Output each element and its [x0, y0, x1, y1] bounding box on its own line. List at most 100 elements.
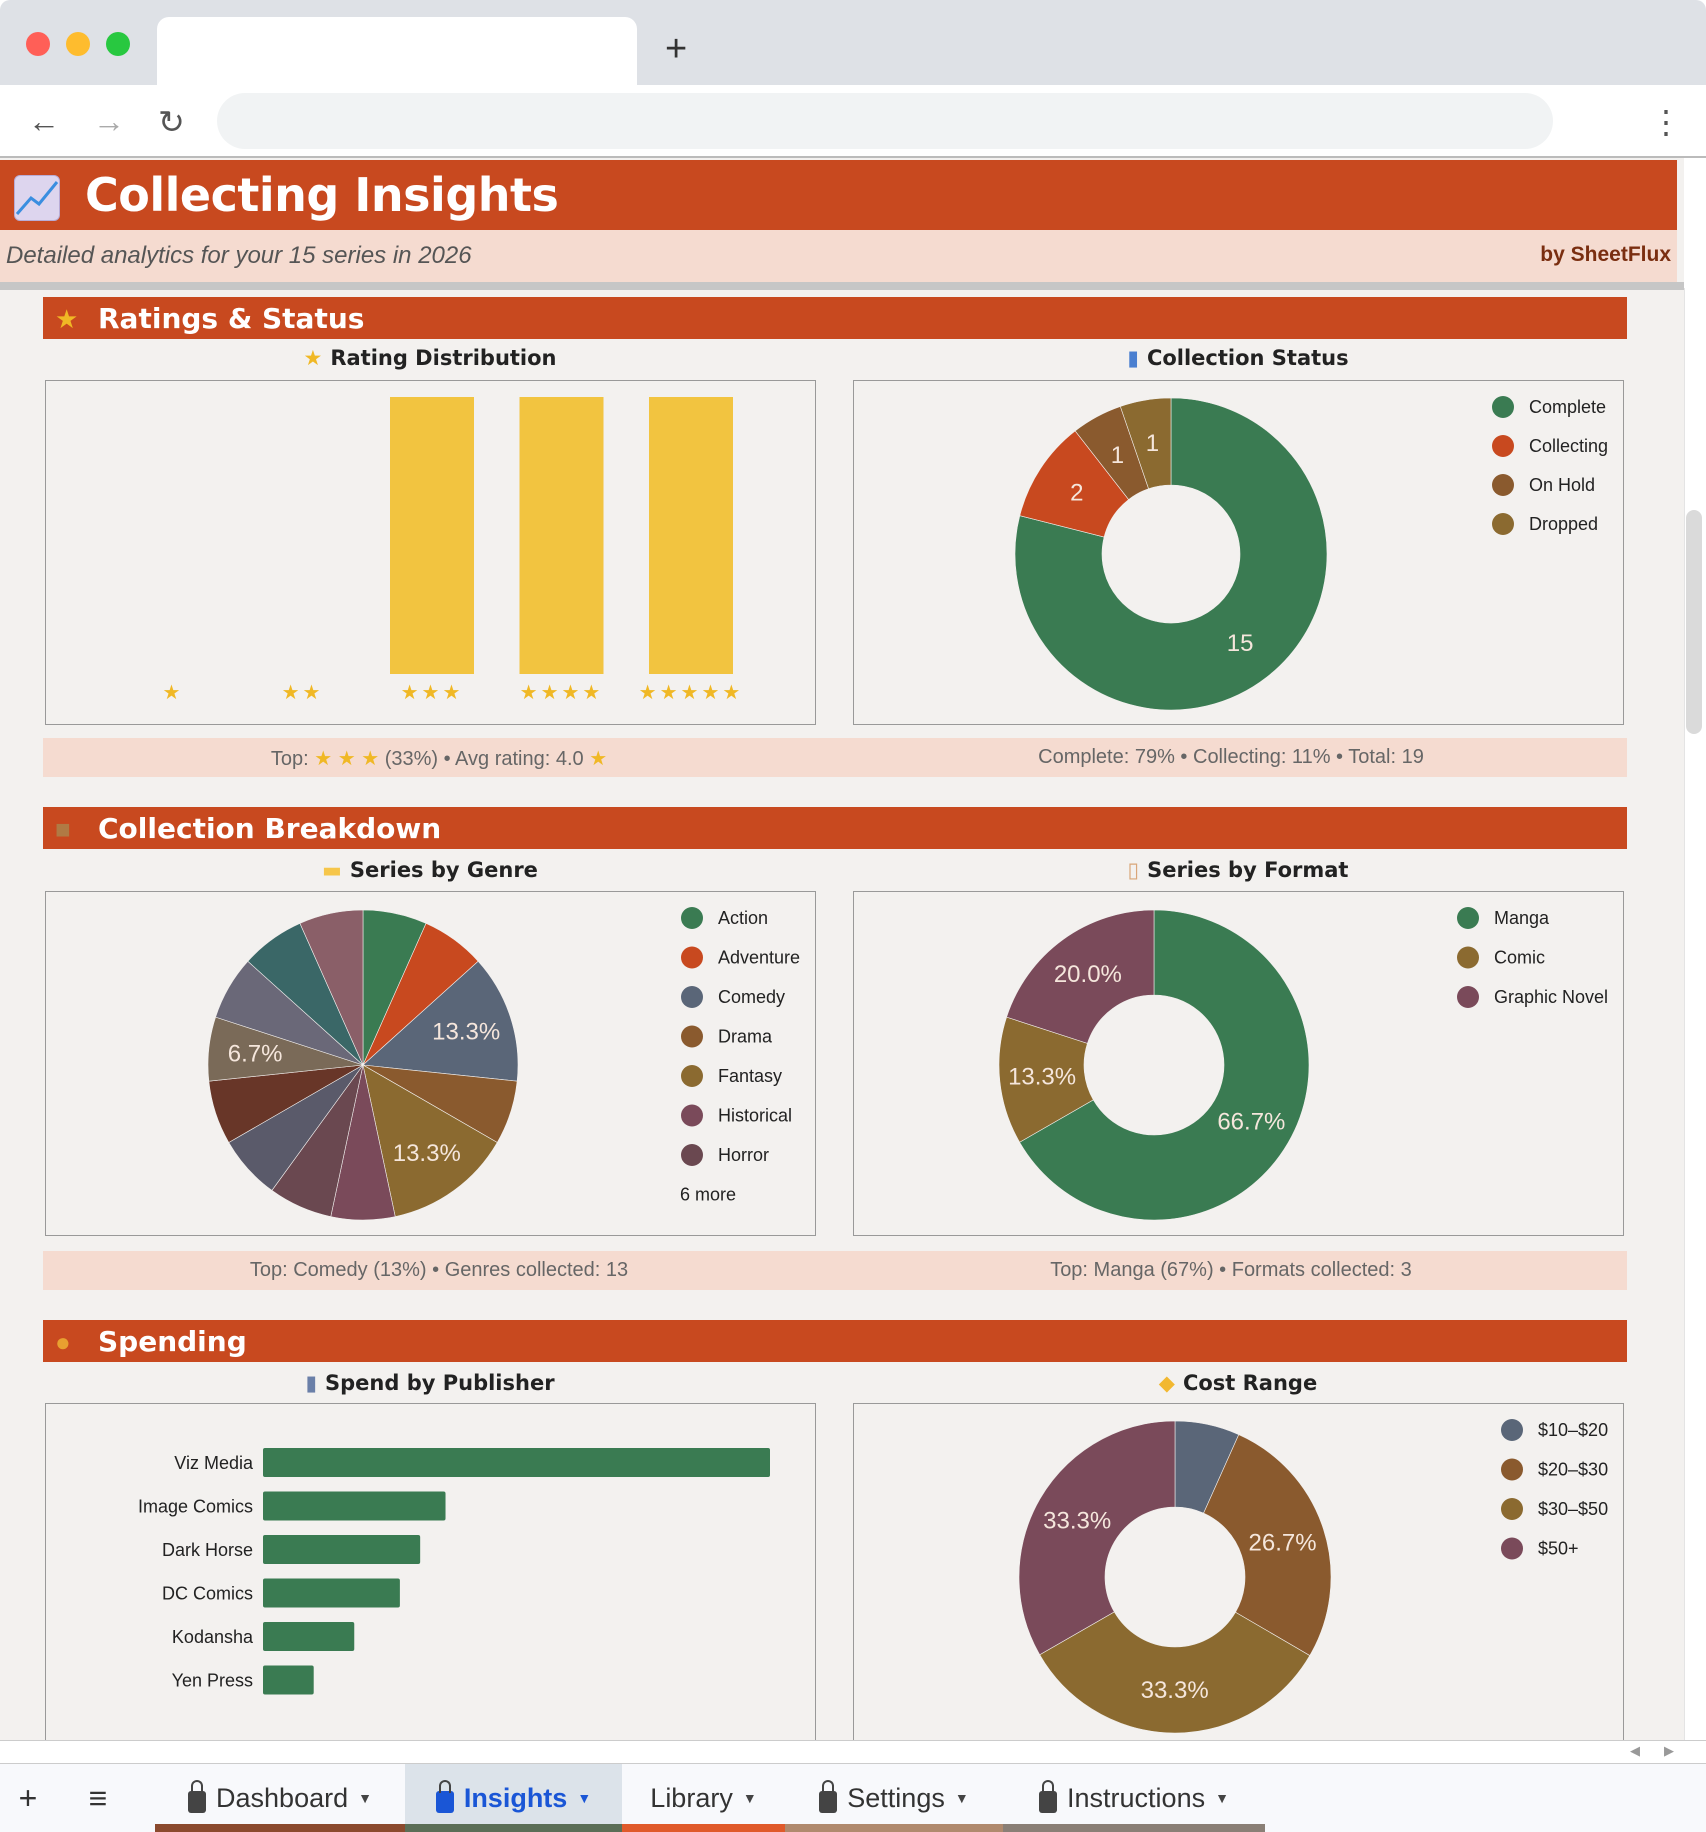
chart-title-text: Rating Distribution: [330, 346, 557, 370]
legend-label: $20–$30: [1538, 1460, 1608, 1480]
browser-menu-button[interactable]: ⋮: [1650, 104, 1682, 140]
legend-label: $50+: [1538, 1539, 1579, 1559]
page-subtitle: Detailed analytics for your 15 series in…: [6, 242, 472, 269]
legend-dot: [1457, 986, 1479, 1008]
forward-button[interactable]: →: [93, 103, 125, 139]
bar: [263, 1578, 400, 1608]
slice: [1203, 1434, 1332, 1656]
legend-dot: [681, 907, 703, 929]
vertical-scrollbar[interactable]: [1684, 288, 1706, 1740]
data-label: 13.3%: [1008, 1064, 1076, 1091]
horizontal-scrollbar[interactable]: ◀ ▶: [0, 1740, 1706, 1764]
all-sheets-button[interactable]: ≡: [88, 1779, 108, 1816]
status-donut-chart: 15 2 1 1 Complete Collecting On Hold Dropped: [1014, 396, 1608, 711]
tab-dashboard[interactable]: Dashboard ▼: [155, 1764, 405, 1832]
y-tick-label: Kodansha: [172, 1627, 254, 1647]
tab-color-strip: [155, 1824, 405, 1832]
chart-title-cost: ◆ Cost Range: [853, 1371, 1623, 1395]
summary-bar-breakdown: Top: Comedy (13%) • Genres collected: 13…: [43, 1251, 1627, 1290]
data-label: 20.0%: [1054, 961, 1122, 988]
tab-label: Insights: [463, 1782, 568, 1813]
legend-dot: [1492, 513, 1514, 535]
legend-label: Complete: [1529, 397, 1606, 417]
slice: [362, 960, 519, 1082]
minimize-window-button[interactable]: [66, 32, 90, 56]
star-icon: ★: [55, 304, 79, 334]
tab-insights[interactable]: Insights ▼: [405, 1764, 622, 1832]
status-chart: 15 2 1 1 Complete Collecting On Hold Dropped: [853, 380, 1624, 725]
legend-label: Adventure: [718, 948, 800, 968]
summary-bar-ratings: Top: ★ ★ ★ (33%) • Avg rating: 4.0 ★ Com…: [43, 738, 1627, 777]
chart-title-publisher: ▮ Spend by Publisher: [45, 1371, 815, 1395]
data-label: 1: [1146, 430, 1159, 457]
summary-text: (33%) • Avg rating: 4.0: [384, 748, 584, 770]
genre-pie-chart: 13.3% 13.3% 6.7% Action Adventure Comedy Drama…: [207, 907, 800, 1221]
data-label: 33.3%: [1141, 1677, 1209, 1704]
chevron-down-icon[interactable]: ▼: [954, 1790, 969, 1806]
legend-label: On Hold: [1529, 475, 1595, 495]
chevron-down-icon[interactable]: ▼: [358, 1790, 372, 1806]
legend-label: $30–$50: [1538, 1499, 1608, 1519]
new-tab-button[interactable]: +: [665, 28, 688, 70]
data-label: 26.7%: [1249, 1529, 1317, 1556]
genre-summary: Top: Comedy (13%) • Genres collected: 13: [249, 1259, 629, 1281]
legend-dot: [681, 946, 703, 969]
slice: [1119, 397, 1172, 490]
data-label: 1: [1111, 442, 1124, 469]
chart-title-text: Spend by Publisher: [325, 1371, 555, 1395]
tab-library[interactable]: Library ▼: [622, 1764, 785, 1832]
cost-donut-chart: 26.7% 33.3% 33.3% $10–$20 $20–$30 $30–$50 $50+: [1018, 1419, 1608, 1734]
subtitle-bar: Detailed analytics for your 15 series in…: [0, 230, 1677, 282]
reload-button[interactable]: ↻: [158, 104, 185, 140]
folder-icon: ▬: [322, 858, 342, 882]
chart-title-status: ▮ Collection Status: [853, 346, 1623, 370]
tab-label: Instructions: [1067, 1782, 1206, 1813]
lock-icon: [1039, 1780, 1058, 1813]
tab-instructions[interactable]: Instructions ▼: [1003, 1764, 1265, 1832]
add-sheet-button[interactable]: +: [18, 1779, 38, 1816]
tab-settings[interactable]: Settings ▼: [785, 1764, 1003, 1832]
legend-label: Historical: [718, 1106, 792, 1126]
vertical-scrollbar-thumb[interactable]: [1686, 510, 1702, 734]
legend-label: Horror: [718, 1145, 769, 1165]
bar: [263, 1665, 314, 1695]
scroll-left-icon[interactable]: ◀: [1630, 1743, 1640, 1758]
close-window-button[interactable]: [26, 32, 50, 56]
back-button[interactable]: ←: [28, 103, 60, 139]
legend-dot: [681, 1065, 703, 1087]
legend-label: Drama: [718, 1027, 773, 1047]
section-title: Spending: [98, 1325, 247, 1358]
tab-color-strip: [1003, 1824, 1265, 1832]
data-label: 2: [1070, 479, 1083, 506]
bar: [263, 1535, 421, 1564]
browser-tab[interactable]: [157, 17, 637, 85]
scroll-right-icon[interactable]: ▶: [1664, 1743, 1674, 1758]
star-icon: ★: [589, 748, 608, 770]
section-spending: ● Spending: [43, 1320, 1627, 1362]
data-label: 13.3%: [432, 1018, 500, 1045]
legend-dot: [1457, 946, 1479, 969]
chevron-down-icon[interactable]: ▼: [1215, 1790, 1229, 1806]
tab-label: Library: [650, 1782, 733, 1813]
chevron-down-icon[interactable]: ▼: [742, 1790, 757, 1806]
chart-title-genre: ▬ Series by Genre: [45, 858, 815, 882]
chart-title-text: Series by Format: [1147, 858, 1349, 882]
section-title: Ratings & Status: [98, 302, 365, 335]
address-bar[interactable]: [217, 93, 1553, 149]
y-tick-label: DC Comics: [162, 1584, 253, 1604]
chevron-down-icon[interactable]: ▼: [577, 1790, 592, 1806]
page-title: Collecting Insights: [85, 168, 559, 222]
slice: [1018, 1420, 1176, 1656]
section-title: Collection Breakdown: [98, 812, 442, 845]
data-label: 33.3%: [1043, 1507, 1111, 1534]
brand-credit: by SheetFlux: [1540, 243, 1671, 266]
maximize-window-button[interactable]: [106, 32, 130, 56]
bar: [519, 397, 604, 674]
legend-label: Comic: [1494, 948, 1545, 968]
data-label: 66.7%: [1217, 1108, 1285, 1135]
bar: [263, 1491, 446, 1521]
browser-toolbar: ← → ↻ ⋮: [0, 85, 1706, 158]
y-tick-label: Dark Horse: [162, 1540, 253, 1560]
chart-title-text: Series by Genre: [349, 858, 538, 882]
package-icon: ■: [55, 814, 71, 844]
